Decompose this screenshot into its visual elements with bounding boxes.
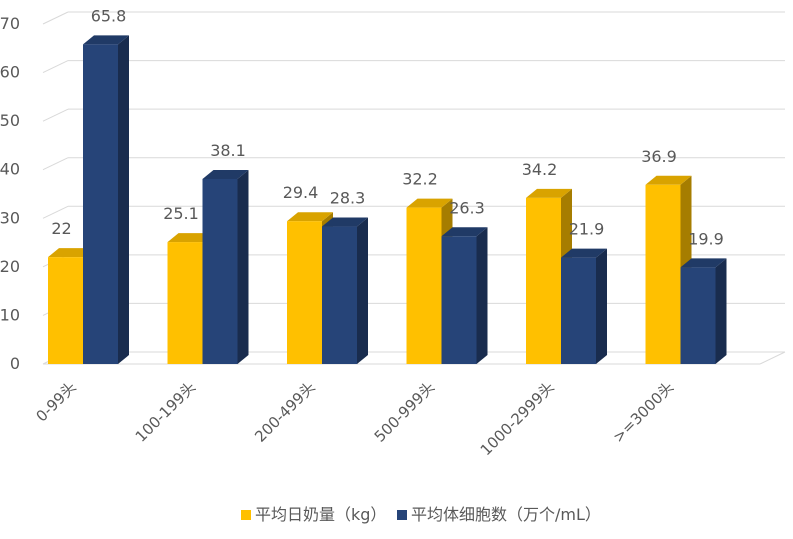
bar-front — [526, 197, 561, 364]
legend-swatch — [397, 510, 407, 520]
data-label: 38.1 — [210, 141, 246, 160]
bar-top — [441, 227, 488, 237]
bar-top — [526, 188, 572, 198]
data-label: 22 — [51, 219, 71, 238]
bar-side — [118, 35, 129, 365]
bar-front — [561, 257, 596, 364]
gridline-side — [42, 205, 69, 219]
bar-front — [645, 184, 681, 364]
gridline-side — [42, 60, 69, 74]
legend-item: 平均体细胞数（万个/mL） — [397, 505, 601, 524]
y-axis: 0 10 20 30 40 50 60 70 — [0, 14, 20, 373]
data-label: 19.9 — [688, 229, 724, 248]
data-label: 25.1 — [163, 204, 199, 223]
legend-item: 平均日奶量（kg） — [241, 505, 386, 524]
x-tick-label: >=3000头 — [609, 378, 677, 446]
bar-front — [287, 221, 322, 364]
bar-scc-4 — [561, 248, 607, 364]
legend: 平均日奶量（kg） 平均体细胞数（万个/mL） — [241, 505, 601, 524]
gridline-side — [42, 108, 69, 122]
bar-front — [83, 44, 118, 365]
data-labels: 22 65.8 25.1 38.1 29.4 28.3 32.2 26.3 34.2 21.9 36… — [51, 6, 723, 248]
y-tick-label: 30 — [0, 208, 20, 227]
gridline-side — [42, 11, 69, 25]
bar-front — [322, 226, 357, 364]
bar-top — [561, 248, 607, 258]
bar-scc-5 — [680, 258, 727, 364]
y-tick-label: 0 — [10, 354, 20, 373]
bar-top — [167, 233, 214, 243]
bar-top — [287, 212, 333, 222]
y-tick-label: 70 — [0, 14, 20, 33]
bar-top — [48, 248, 94, 258]
bar-front — [680, 267, 716, 364]
bar-side — [237, 169, 249, 364]
data-label: 32.2 — [402, 170, 438, 189]
bar-scc-3 — [441, 227, 488, 364]
bar-side — [715, 258, 727, 364]
bar-top — [680, 258, 727, 268]
bar-top — [202, 169, 249, 179]
bar-top — [406, 198, 453, 208]
bar-side — [476, 227, 488, 364]
bar-scc-0 — [83, 35, 129, 365]
data-label: 26.3 — [449, 198, 485, 217]
data-label: 29.4 — [283, 183, 319, 202]
bar-scc-2 — [322, 217, 368, 364]
x-tick-label: 100-199头 — [132, 378, 200, 446]
bar-front — [441, 236, 477, 364]
bar-scc-1 — [202, 169, 249, 364]
bar-top — [83, 35, 129, 45]
gridline-side — [42, 157, 69, 171]
legend-label: 平均体细胞数（万个/mL） — [411, 505, 601, 524]
bar-side — [596, 248, 607, 364]
legend-swatch — [241, 510, 251, 520]
bar-side — [357, 217, 368, 364]
floor-edge-right — [759, 351, 786, 365]
data-label: 65.8 — [91, 6, 127, 25]
x-axis: 0-99头 100-199头 200-499头 500-999头 1000-2999头 >… — [32, 378, 677, 459]
x-tick-label: 0-99头 — [32, 378, 79, 425]
y-tick-label: 10 — [0, 305, 20, 324]
data-label: 36.9 — [641, 147, 677, 166]
y-tick-label: 60 — [0, 63, 20, 82]
data-label: 34.2 — [522, 160, 558, 179]
bar-front — [48, 257, 83, 364]
bar-top — [645, 175, 692, 185]
bars — [48, 35, 727, 365]
y-tick-label: 50 — [0, 111, 20, 130]
bar-front — [202, 178, 238, 364]
y-tick-label: 20 — [0, 257, 20, 276]
x-tick-label: 200-499头 — [251, 378, 319, 446]
bar-top — [322, 217, 368, 227]
data-label: 21.9 — [569, 220, 605, 239]
legend-label: 平均日奶量（kg） — [255, 505, 386, 524]
data-label: 28.3 — [330, 189, 366, 208]
bar-front — [167, 242, 203, 364]
bar-front — [406, 207, 442, 364]
y-tick-label: 40 — [0, 160, 20, 179]
x-tick-label: 500-999头 — [371, 378, 439, 446]
x-tick-label: 1000-2999头 — [477, 378, 558, 459]
